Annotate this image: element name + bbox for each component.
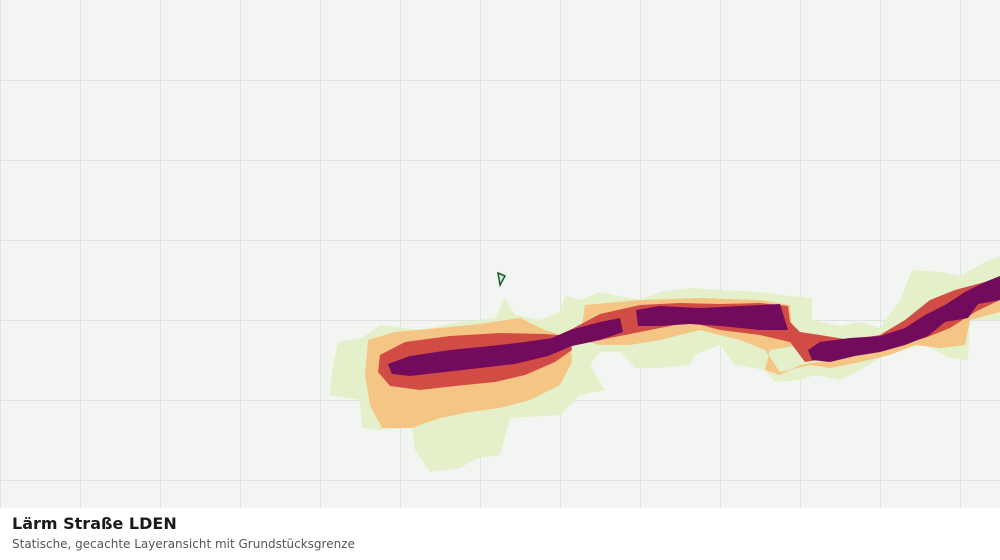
map-view[interactable] — [0, 0, 1000, 508]
noise-zone-low — [330, 256, 1000, 472]
layer-title: Lärm Straße LDEN — [12, 514, 177, 533]
noise-zone-very-high — [388, 276, 1000, 376]
caption: Lärm Straße LDEN Statische, gecachte Lay… — [0, 508, 1000, 560]
parcel-boundary[interactable] — [497, 271, 507, 288]
layer-subtitle: Statische, gecachte Layeransicht mit Gru… — [12, 537, 355, 551]
tile-grid — [0, 0, 1000, 508]
